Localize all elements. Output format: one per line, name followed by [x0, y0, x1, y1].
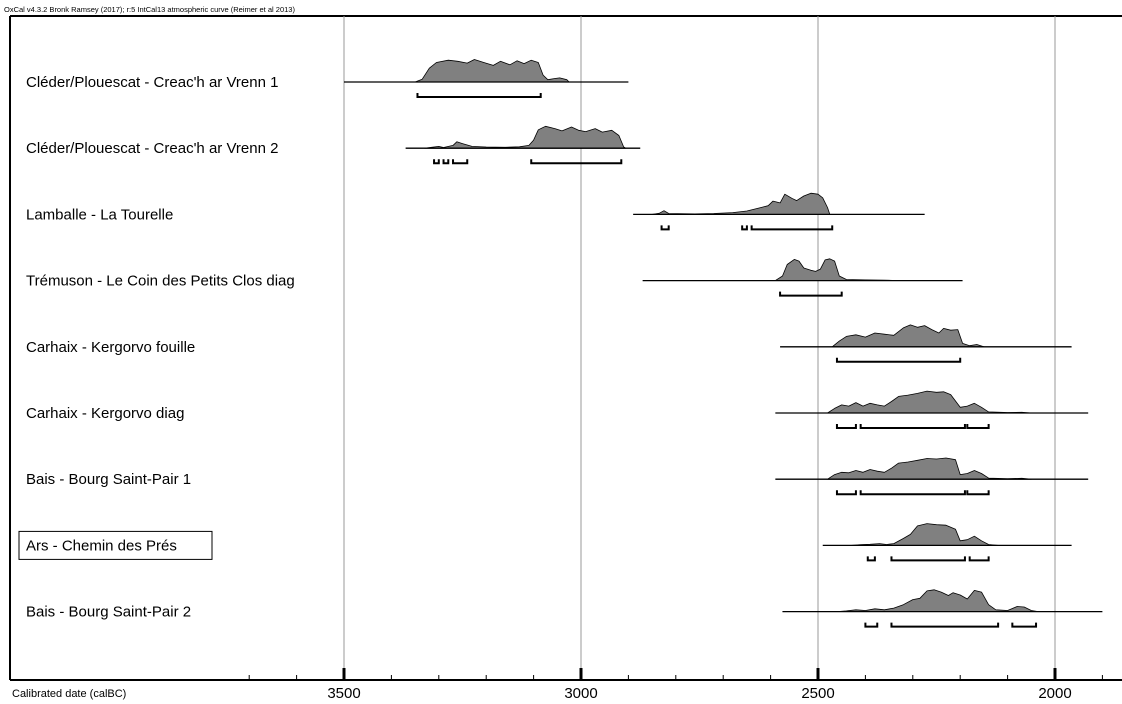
hpd-range-bracket — [835, 424, 857, 429]
sample-row: Bais - Bourg Saint-Pair 2 — [26, 589, 1103, 628]
probability-distribution — [850, 523, 999, 546]
hpd-range-bracket — [660, 225, 670, 231]
sample-row: Carhaix - Kergorvo diag — [26, 390, 1089, 429]
sample-label: Carhaix - Kergorvo fouille — [26, 339, 195, 356]
probability-distribution — [836, 589, 1039, 612]
sample-label: Cléder/Plouescat - Creac'h ar Vrenn 2 — [26, 140, 278, 157]
hpd-range-bracket — [779, 291, 843, 297]
probability-distribution — [651, 192, 831, 215]
x-tick-label: 2500 — [801, 685, 834, 702]
hpd-range-bracket — [859, 490, 966, 496]
sample-row: Bais - Bourg Saint-Pair 1 — [26, 457, 1089, 496]
probability-distribution — [827, 390, 1032, 414]
hpd-range-bracket — [968, 556, 990, 562]
hpd-range-bracket — [890, 556, 966, 562]
hpd-range-bracket — [741, 225, 748, 231]
x-axis-ticks: 3500 3000 2500 2000 — [248, 668, 1103, 702]
hpd-range-bracket — [835, 490, 857, 496]
hpd-range-bracket — [866, 556, 876, 562]
software-credit: OxCal v4.3.2 Bronk Ramsey (2017); r:5 In… — [4, 5, 295, 14]
hpd-range-bracket — [1011, 622, 1038, 628]
probability-distribution — [827, 457, 1032, 480]
hpd-range-bracket — [966, 490, 990, 496]
sample-row: Lamballe - La Tourelle — [26, 192, 925, 231]
x-tick-label: 3500 — [327, 685, 360, 702]
hpd-range-bracket — [416, 93, 542, 98]
hpd-range-bracket — [452, 159, 469, 165]
hpd-range-bracket — [835, 357, 962, 363]
sample-label: Bais - Bourg Saint-Pair 2 — [26, 604, 191, 621]
sample-label: Trémuson - Le Coin des Petits Clos diag — [26, 273, 295, 290]
sample-label: Ars - Chemin des Prés — [26, 537, 177, 554]
probability-distribution — [424, 125, 627, 149]
gridlines — [343, 16, 1056, 680]
probability-distribution — [774, 258, 899, 281]
hpd-range-bracket — [442, 159, 450, 165]
sample-row: Carhaix - Kergorvo fouille — [26, 324, 1072, 363]
sample-row: Trémuson - Le Coin des Petits Clos diag — [26, 258, 963, 297]
sample-row: Ars - Chemin des Prés — [18, 523, 1072, 562]
sample-label: Carhaix - Kergorvo diag — [26, 405, 184, 422]
hpd-range-bracket — [750, 225, 834, 231]
x-axis-title: Calibrated date (calBC) — [12, 688, 126, 700]
hpd-range-bracket — [864, 622, 879, 628]
highlight-box — [18, 530, 213, 560]
hpd-range-bracket — [530, 159, 623, 165]
probability-distribution — [831, 324, 985, 348]
sample-row: Cléder/Plouescat - Creac'h ar Vrenn 1 — [26, 59, 629, 98]
probability-distribution — [414, 59, 570, 83]
sample-row: Cléder/Plouescat - Creac'h ar Vrenn 2 — [26, 125, 641, 165]
sample-label: Lamballe - La Tourelle — [26, 206, 173, 223]
x-tick-label: 2000 — [1038, 685, 1071, 702]
hpd-range-bracket — [966, 424, 990, 429]
hpd-range-bracket — [433, 159, 440, 165]
sample-label: Bais - Bourg Saint-Pair 1 — [26, 471, 191, 488]
x-tick-label: 3000 — [564, 685, 597, 702]
hpd-range-bracket — [859, 424, 966, 429]
hpd-range-bracket — [890, 622, 1000, 628]
distribution-rows: Cléder/Plouescat - Creac'h ar Vrenn 1 Clé… — [18, 59, 1103, 628]
sample-label: Cléder/Plouescat - Creac'h ar Vrenn 1 — [26, 74, 278, 91]
